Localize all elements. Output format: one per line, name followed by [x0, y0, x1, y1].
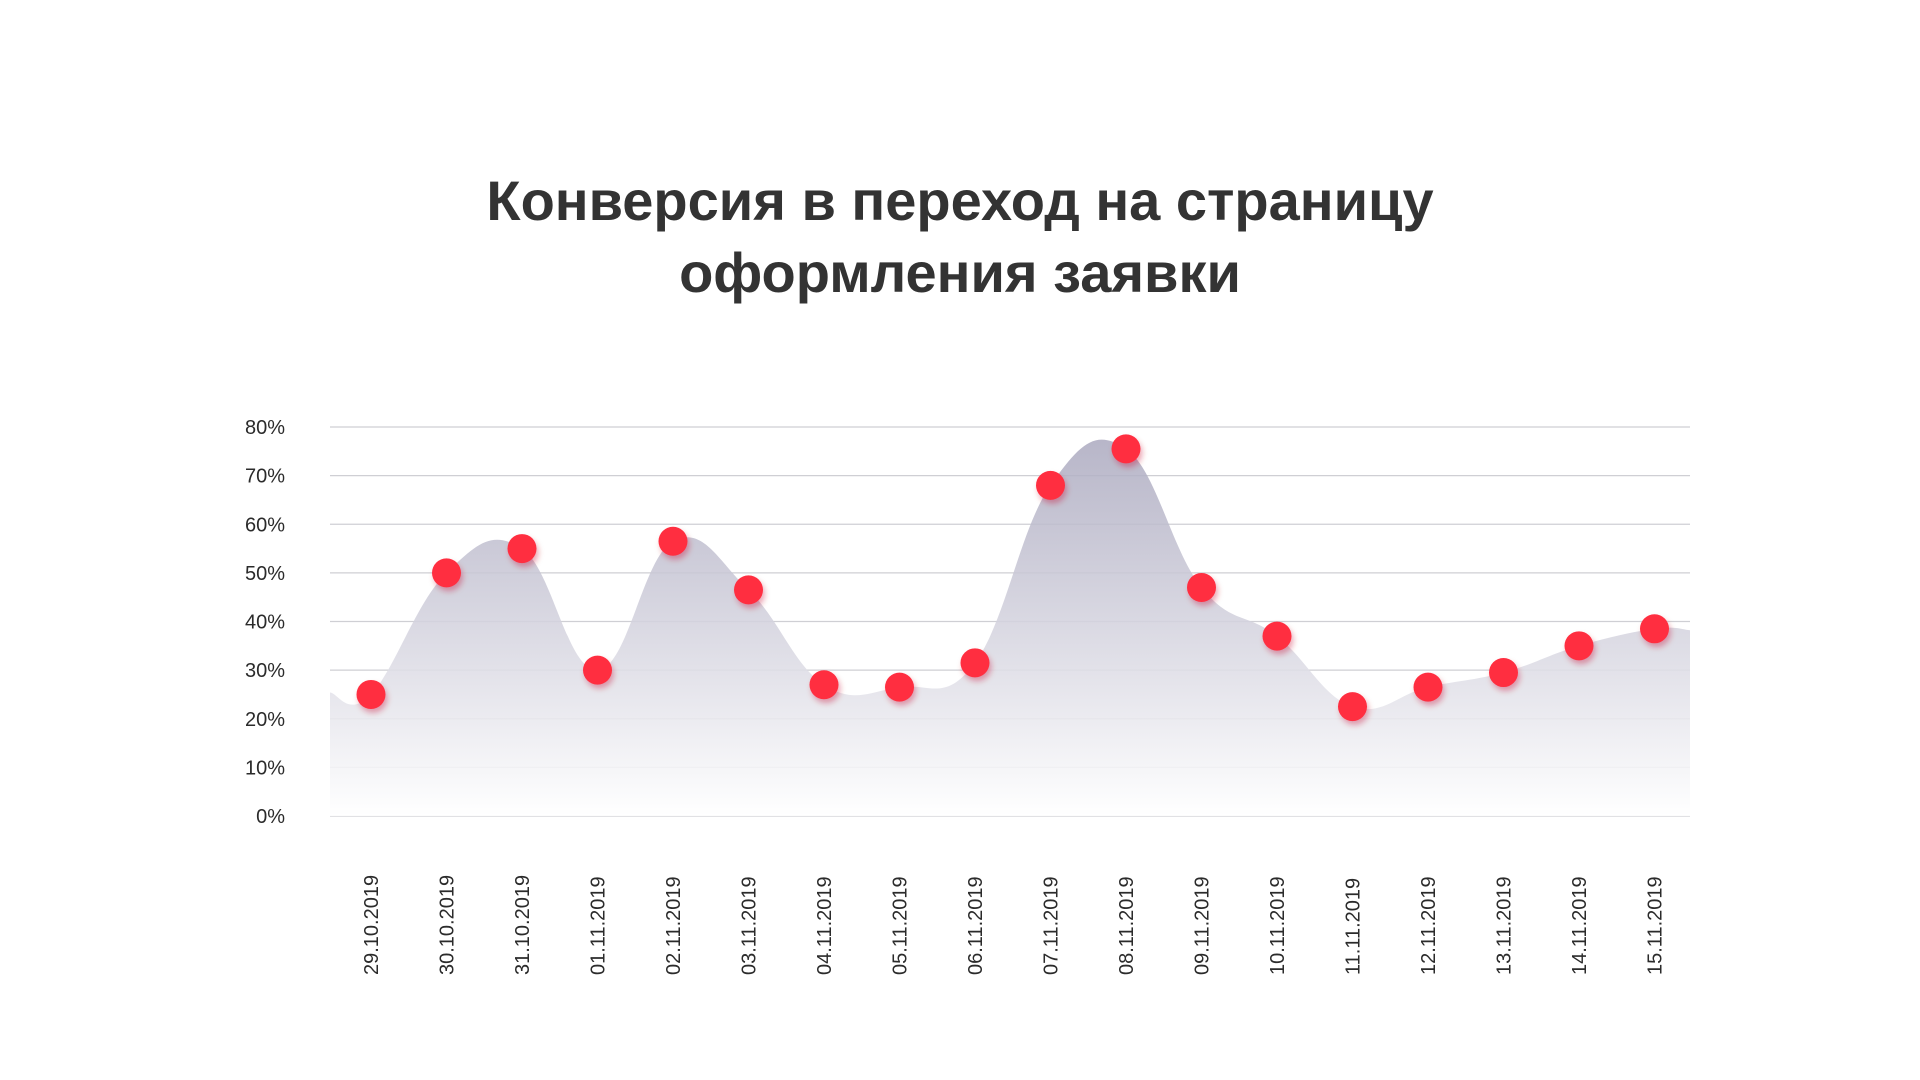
y-tick-label: 30%: [245, 660, 285, 682]
x-tick-label: 05.11.2019: [890, 876, 912, 975]
x-tick-label: 07.11.2019: [1041, 876, 1063, 975]
x-tick-label: 08.11.2019: [1116, 876, 1138, 975]
data-point: [507, 534, 537, 564]
data-point: [960, 648, 990, 678]
x-axis-tick-labels: 29.10.2019 30.10.2019 31.10.2019 01.11.2019…: [361, 875, 1667, 975]
x-tick-label: 10.11.2019: [1267, 876, 1289, 975]
data-point: [809, 670, 839, 700]
chart-title-line-2: оформления заявки: [679, 241, 1241, 304]
data-point: [583, 655, 612, 685]
data-point: [1338, 692, 1367, 722]
data-point: [1640, 614, 1669, 644]
area-fill-layer: [330, 439, 1690, 816]
x-tick-label: 12.11.2019: [1418, 876, 1440, 975]
y-tick-label: 40%: [245, 612, 285, 634]
y-tick-label: 0%: [256, 806, 285, 828]
x-tick-label: 02.11.2019: [663, 876, 685, 975]
data-point: [1187, 572, 1216, 602]
x-tick-label: 29.10.2019: [361, 875, 383, 975]
x-tick-label: 04.11.2019: [814, 876, 836, 975]
y-tick-label: 60%: [245, 514, 285, 536]
data-point: [1111, 434, 1141, 464]
data-point: [658, 526, 688, 556]
y-tick-label: 70%: [245, 466, 285, 488]
x-tick-label: 03.11.2019: [739, 876, 761, 975]
y-tick-label: 50%: [245, 563, 285, 585]
chart-title: Конверсия в переход на страницу оформлен…: [0, 165, 1920, 309]
data-point: [356, 679, 386, 709]
data-point: [734, 575, 763, 605]
data-point: [1564, 631, 1594, 661]
data-points: [356, 434, 1669, 722]
data-point: [885, 672, 914, 702]
data-point: [1036, 470, 1065, 500]
x-tick-label: 06.11.2019: [965, 876, 987, 975]
data-point: [1262, 621, 1292, 651]
data-point: [432, 558, 461, 588]
x-tick-label: 01.11.2019: [588, 876, 610, 975]
y-tick-label: 80%: [245, 417, 285, 439]
x-tick-label: 13.11.2019: [1494, 876, 1516, 975]
x-tick-label: 09.11.2019: [1192, 876, 1214, 975]
x-tick-label: 14.11.2019: [1569, 876, 1591, 975]
y-axis-tick-labels: 0% 10% 20% 30% 40% 50% 60% 70% 80%: [245, 417, 285, 828]
x-tick-label: 11.11.2019: [1343, 878, 1365, 975]
y-tick-label: 20%: [245, 709, 285, 731]
x-tick-label: 30.10.2019: [437, 875, 459, 975]
series-area: [330, 439, 1690, 816]
data-point: [1489, 658, 1518, 688]
x-tick-label: 15.11.2019: [1645, 876, 1667, 975]
x-tick-label: 31.10.2019: [512, 875, 534, 975]
data-point: [1413, 672, 1443, 702]
y-tick-label: 10%: [245, 757, 285, 779]
chart-title-line-1: Конверсия в переход на страницу: [486, 169, 1434, 232]
